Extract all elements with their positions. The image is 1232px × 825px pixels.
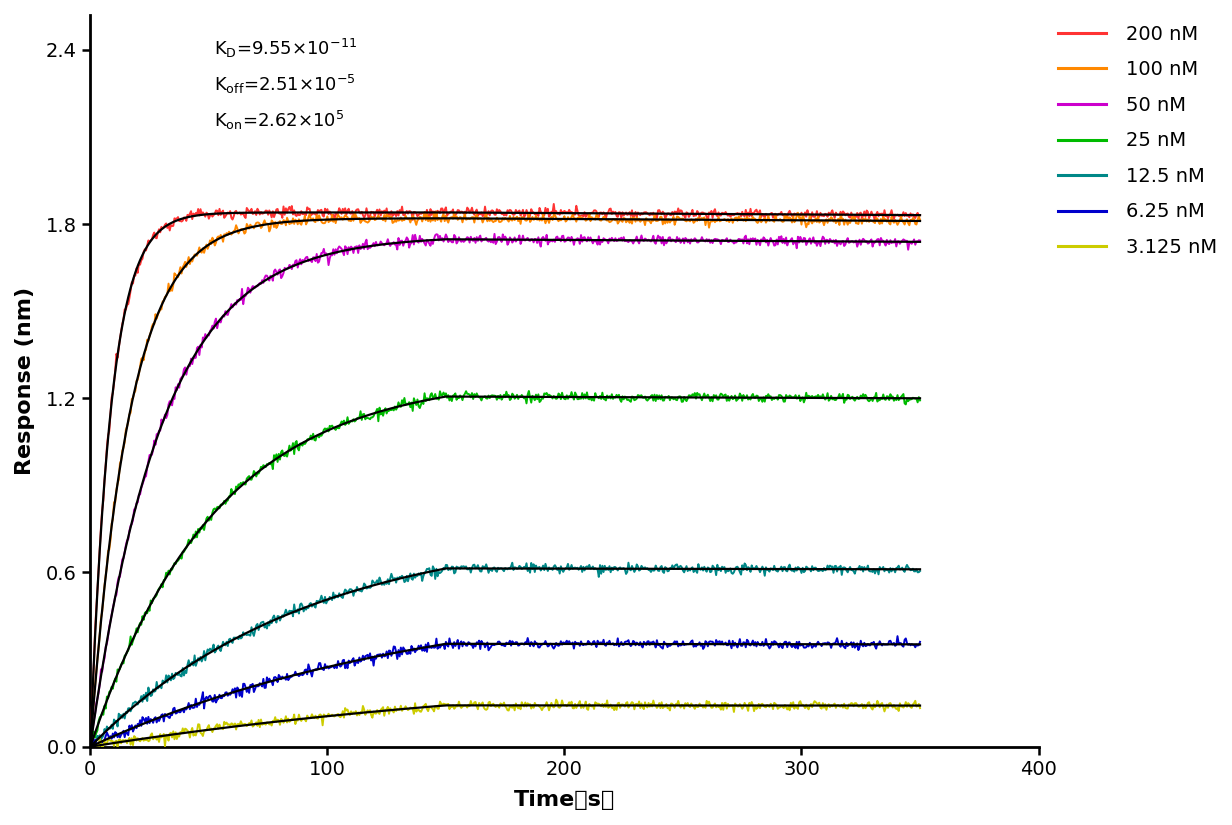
X-axis label: Time（s）: Time（s） — [514, 790, 615, 810]
Text: K$_{\rm D}$=9.55×10$^{-11}$
K$_{\rm off}$=2.51×10$^{-5}$
K$_{\rm on}$=2.62×10$^{: K$_{\rm D}$=9.55×10$^{-11}$ K$_{\rm off}… — [213, 37, 356, 132]
Y-axis label: Response (nm): Response (nm) — [15, 287, 34, 475]
Legend: 200 nM, 100 nM, 50 nM, 25 nM, 12.5 nM, 6.25 nM, 3.125 nM: 200 nM, 100 nM, 50 nM, 25 nM, 12.5 nM, 6… — [1058, 25, 1217, 257]
